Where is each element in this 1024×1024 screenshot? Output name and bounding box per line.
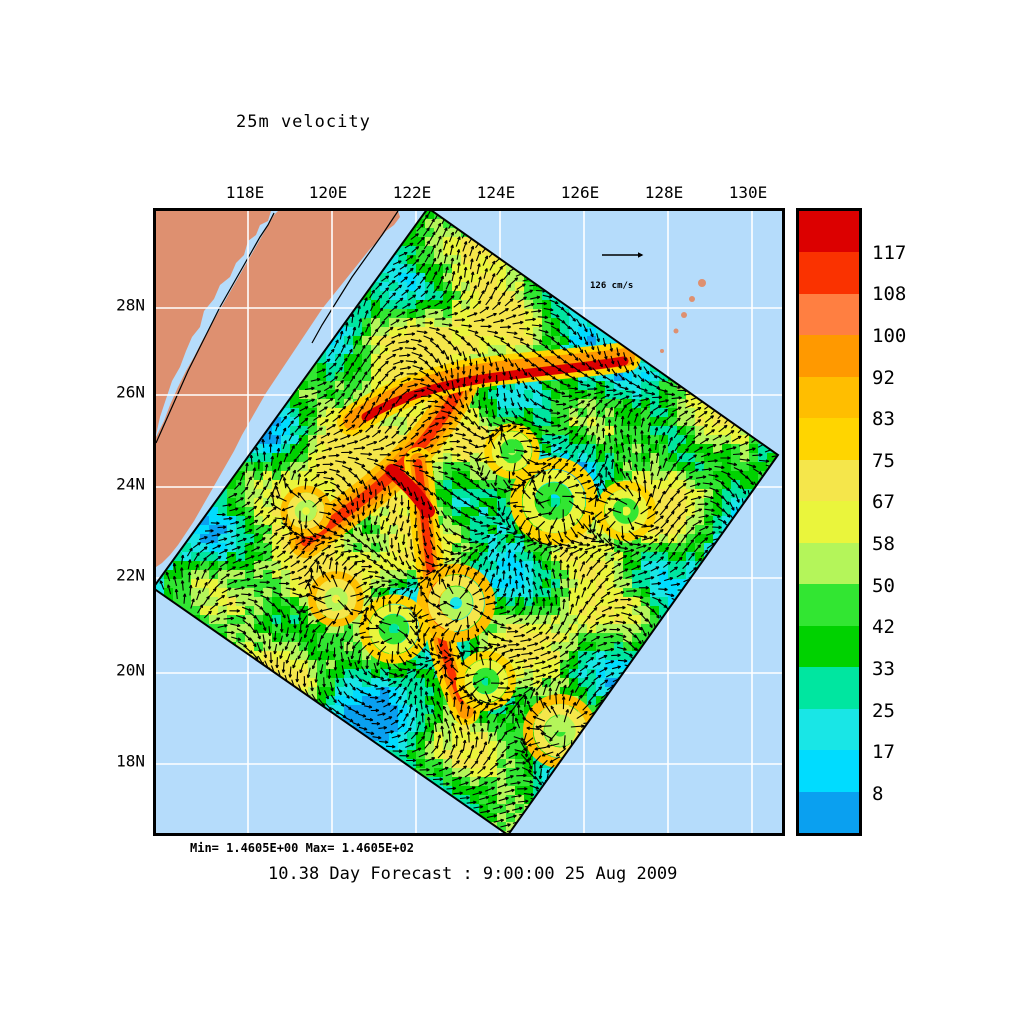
colorbar-tick-label: 50 [872,575,895,597]
colorbar-band [799,252,859,294]
colorbar-band [799,335,859,377]
colorbar-band [799,584,859,626]
lat-tick-label: 18N [116,751,145,771]
map-plot-area[interactable] [153,208,785,836]
lon-tick-label: 130E [728,183,768,202]
colorbar-tick-label: 108 [872,283,907,305]
lon-tick-label: 128E [644,183,684,202]
colorbar-band [799,625,859,668]
lon-tick-label: 118E [225,183,265,202]
colorbar-band [799,293,859,336]
colorbar-band [799,501,859,543]
colorbar-band [799,750,859,792]
coastline [156,211,399,444]
lon-tick-label: 120E [308,183,348,202]
colorbar-tick-label: 100 [872,325,907,347]
colorbar-band [799,708,859,751]
reference-vector-label: 126 cm/s [590,281,634,291]
colorbar-band [799,418,859,460]
colorbar-band [799,667,859,709]
model-domain-outline [156,211,780,833]
lat-tick-label: 24N [116,474,145,494]
velocity-vectors [159,211,778,833]
colorbar-tick-label: 83 [872,408,895,430]
map-canvas [156,211,782,833]
colorbar-tick-label: 92 [872,367,895,389]
min-max-annotation: Min= 1.4605E+00 Max= 1.4605E+02 [190,841,414,855]
colorbar-tick-label: 17 [872,741,895,763]
page-title: 25m velocity [236,112,371,132]
colorbar-tick-label: 75 [872,450,895,472]
forecast-timestamp: 10.38 Day Forecast : 9:00:00 25 Aug 2009 [268,864,678,884]
colorbar-band [799,211,859,253]
colorbar-band [799,376,859,419]
colorbar-tick-label: 25 [872,700,895,722]
lon-tick-label: 122E [392,183,432,202]
colorbar-tick-label: 117 [872,242,907,264]
colorbar-band [799,791,859,833]
colorbar[interactable] [796,208,862,836]
lon-tick-label: 124E [476,183,516,202]
lat-tick-label: 26N [116,382,145,402]
colorbar-tick-label: 8 [872,783,884,805]
colorbar-band [799,542,859,585]
lon-tick-label: 126E [560,183,600,202]
colorbar-tick-label: 67 [872,491,895,513]
colorbar-tick-label: 58 [872,533,895,555]
colorbar-band [799,459,859,502]
colorbar-tick-label: 42 [872,616,895,638]
lat-tick-label: 20N [116,660,145,680]
lat-tick-label: 28N [116,295,145,315]
colorbar-tick-label: 33 [872,658,895,680]
lat-tick-label: 22N [116,565,145,585]
